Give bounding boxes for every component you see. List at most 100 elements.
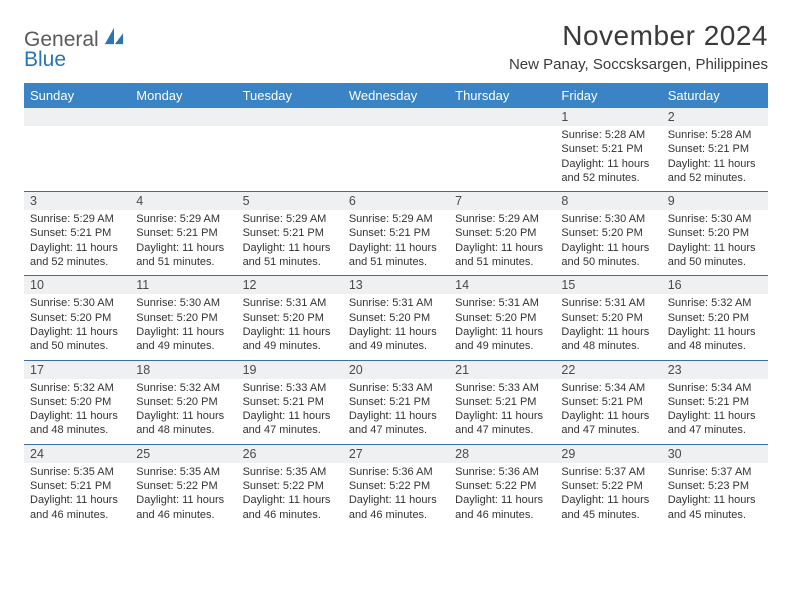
sunrise-line: Sunrise: 5:35 AM xyxy=(136,465,230,479)
sunset-line: Sunset: 5:21 PM xyxy=(561,395,655,409)
day-cell: Sunrise: 5:32 AMSunset: 5:20 PMDaylight:… xyxy=(24,379,130,444)
day-number: 12 xyxy=(237,276,343,294)
day-cell: Sunrise: 5:34 AMSunset: 5:21 PMDaylight:… xyxy=(662,379,768,444)
calendar-page: General Blue November 2024 New Panay, So… xyxy=(0,0,792,538)
sunset-line: Sunset: 5:20 PM xyxy=(561,311,655,325)
daylight-line: Daylight: 11 hours and 51 minutes. xyxy=(455,241,549,270)
day-number-row: 12 xyxy=(24,108,768,126)
title-block: November 2024 New Panay, Soccsksargen, P… xyxy=(509,20,768,73)
day-number: 8 xyxy=(555,192,661,210)
day-cell: Sunrise: 5:28 AMSunset: 5:21 PMDaylight:… xyxy=(555,126,661,191)
sunrise-line: Sunrise: 5:29 AM xyxy=(30,212,124,226)
sunset-line: Sunset: 5:21 PM xyxy=(243,395,337,409)
day-number: 18 xyxy=(130,361,236,379)
day-number: 9 xyxy=(662,192,768,210)
sunset-line: Sunset: 5:21 PM xyxy=(30,479,124,493)
sunrise-line: Sunrise: 5:35 AM xyxy=(243,465,337,479)
sunrise-line: Sunrise: 5:31 AM xyxy=(349,296,443,310)
day-cell: Sunrise: 5:29 AMSunset: 5:21 PMDaylight:… xyxy=(130,210,236,275)
day-cell: Sunrise: 5:37 AMSunset: 5:23 PMDaylight:… xyxy=(662,463,768,528)
day-cell xyxy=(343,126,449,191)
day-number: 28 xyxy=(449,445,555,463)
dow-wednesday: Wednesday xyxy=(343,83,449,108)
sunrise-line: Sunrise: 5:33 AM xyxy=(349,381,443,395)
calendar-grid: Sunday Monday Tuesday Wednesday Thursday… xyxy=(24,83,768,528)
day-number: 26 xyxy=(237,445,343,463)
sunrise-line: Sunrise: 5:34 AM xyxy=(561,381,655,395)
day-cell: Sunrise: 5:28 AMSunset: 5:21 PMDaylight:… xyxy=(662,126,768,191)
day-number: 1 xyxy=(555,108,661,126)
week-row: 3456789Sunrise: 5:29 AMSunset: 5:21 PMDa… xyxy=(24,192,768,276)
sunrise-line: Sunrise: 5:37 AM xyxy=(668,465,762,479)
day-number xyxy=(24,108,130,126)
day-number: 27 xyxy=(343,445,449,463)
day-number: 16 xyxy=(662,276,768,294)
day-cell: Sunrise: 5:31 AMSunset: 5:20 PMDaylight:… xyxy=(343,294,449,359)
day-content-row: Sunrise: 5:30 AM Sunset: 5:20 PM Daylight:… xyxy=(24,294,768,359)
day-content-row: Sunrise: 5:35 AMSunset: 5:21 PMDaylight:… xyxy=(24,463,768,528)
sunset-line: Sunset: 5:21 PM xyxy=(455,395,549,409)
daylight-line: Daylight: 11 hours and 46 minutes. xyxy=(30,493,124,522)
sunset-line: Sunset: 5:21 PM xyxy=(136,226,230,240)
sunset-line: Sunset: 5:21 PM xyxy=(668,395,762,409)
sunrise-line: Sunrise: 5:29 AM xyxy=(349,212,443,226)
daylight-line: Daylight: 11 hours and 47 minutes. xyxy=(561,409,655,438)
day-number: 6 xyxy=(343,192,449,210)
day-cell: Sunrise: 5:33 AMSunset: 5:21 PMDaylight:… xyxy=(343,379,449,444)
sunrise-line: Sunrise: 5:31 AM xyxy=(243,296,337,310)
day-number-row: 17181920212223 xyxy=(24,361,768,379)
day-number: 11 xyxy=(130,276,236,294)
day-cell xyxy=(130,126,236,191)
dow-tuesday: Tuesday xyxy=(237,83,343,108)
sunset-line: Sunset: 5:22 PM xyxy=(136,479,230,493)
daylight-line: Daylight: 11 hours and 52 minutes. xyxy=(561,157,655,186)
day-number: 5 xyxy=(237,192,343,210)
day-cell: Sunrise: 5:36 AMSunset: 5:22 PMDaylight:… xyxy=(449,463,555,528)
sunrise-line: Sunrise: 5:31 AM xyxy=(561,296,655,310)
day-number: 7 xyxy=(449,192,555,210)
week-row: 10111213141516Sunrise: 5:30 AMSunset: 5:… xyxy=(24,276,768,360)
day-cell: Sunrise: 5:32 AMSunset: 5:20 PMDaylight:… xyxy=(130,379,236,444)
daylight-line: Daylight: 11 hours and 45 minutes. xyxy=(668,493,762,522)
daylight-line: Daylight: 11 hours and 47 minutes. xyxy=(243,409,337,438)
brand-text: General Blue xyxy=(24,26,125,70)
day-cell: Sunrise: 5:33 AMSunset: 5:21 PMDaylight:… xyxy=(449,379,555,444)
sail-icon xyxy=(103,26,125,46)
sunset-line: Sunset: 5:22 PM xyxy=(455,479,549,493)
day-cell: Sunrise: 5:31 AMSunset: 5:20 PMDaylight:… xyxy=(237,294,343,359)
day-cell: Sunrise: 5:31 AMSunset: 5:20 PMDaylight:… xyxy=(449,294,555,359)
daylight-line: Daylight: 11 hours and 52 minutes. xyxy=(30,241,124,270)
sunrise-line: Sunrise: 5:28 AM xyxy=(668,128,762,142)
daylight-line: Daylight: 11 hours and 49 minutes. xyxy=(243,325,337,354)
sunset-line: Sunset: 5:20 PM xyxy=(455,226,549,240)
daylight-line: Daylight: 11 hours and 46 minutes. xyxy=(243,493,337,522)
daylight-line: Daylight: 11 hours and 50 minutes. xyxy=(668,241,762,270)
day-number: 15 xyxy=(555,276,661,294)
dow-friday: Friday xyxy=(555,83,661,108)
sunset-line: Sunset: 5:22 PM xyxy=(561,479,655,493)
daylight-line: Daylight: 11 hours and 49 minutes. xyxy=(136,325,230,354)
sunset-line: Sunset: 5:21 PM xyxy=(561,142,655,156)
day-cell: Sunrise: 5:30 AMSunset: 5:20 PMDaylight:… xyxy=(24,294,130,359)
daylight-line: Daylight: 11 hours and 46 minutes. xyxy=(349,493,443,522)
sunrise-line: Sunrise: 5:29 AM xyxy=(455,212,549,226)
week-row: 12Sunrise: 5:28 AMSunset: 5:21 PMDayligh… xyxy=(24,108,768,192)
day-number: 19 xyxy=(237,361,343,379)
daylight-line: Daylight: 11 hours and 47 minutes. xyxy=(668,409,762,438)
daylight-line: Daylight: 11 hours and 48 minutes. xyxy=(136,409,230,438)
sunset-line: Sunset: 5:23 PM xyxy=(668,479,762,493)
sunset-line: Sunset: 5:20 PM xyxy=(455,311,549,325)
sunrise-line: Sunrise: 5:29 AM xyxy=(136,212,230,226)
sunrise-line: Sunrise: 5:32 AM xyxy=(668,296,762,310)
daylight-line: Daylight: 11 hours and 45 minutes. xyxy=(561,493,655,522)
weeks-container: 12Sunrise: 5:28 AMSunset: 5:21 PMDayligh… xyxy=(24,108,768,528)
day-number: 10 xyxy=(24,276,130,294)
sunrise-line: Sunrise: 5:30 AM xyxy=(30,296,124,310)
sunrise-line: Sunrise: 5:30 AM xyxy=(561,212,655,226)
day-number: 22 xyxy=(555,361,661,379)
sunset-line: Sunset: 5:22 PM xyxy=(243,479,337,493)
day-cell: Sunrise: 5:37 AMSunset: 5:22 PMDaylight:… xyxy=(555,463,661,528)
day-number: 29 xyxy=(555,445,661,463)
day-content-row: Sunrise: 5:32 AMSunset: 5:20 PMDaylight:… xyxy=(24,379,768,444)
sunrise-line: Sunrise: 5:28 AM xyxy=(561,128,655,142)
